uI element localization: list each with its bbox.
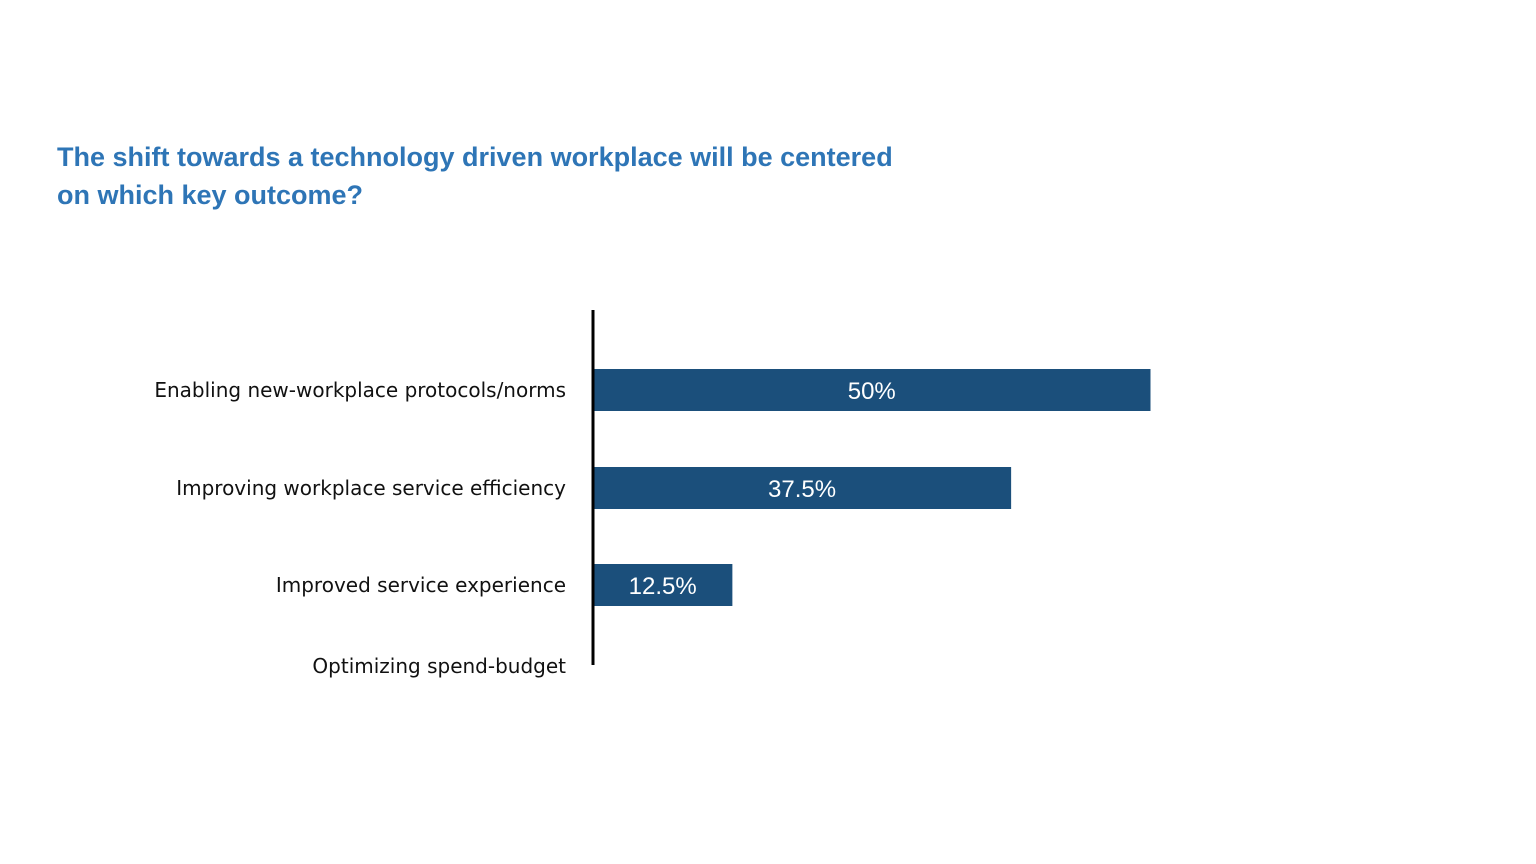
bar-value-label: 50%	[848, 378, 896, 405]
bar-value-label: 12.5%	[629, 573, 697, 600]
chart-title-line-2: on which key outcome?	[57, 180, 364, 210]
bars-layer: 50% 37.5% 12.5%	[593, 369, 1151, 606]
labels-layer: Enabling new-workplace protocols/norms Im…	[154, 378, 566, 678]
chart-title-line-1: The shift towards a technology driven wo…	[57, 142, 893, 172]
bar	[593, 369, 1151, 411]
category-label: Improving workplace service efficiency	[176, 476, 566, 500]
chart-title: The shift towards a technology driven wo…	[57, 138, 957, 214]
category-label: Optimizing spend-budget	[312, 654, 566, 678]
category-label: Improved service experience	[276, 573, 566, 597]
bar	[593, 564, 733, 606]
bar-value-label: 37.5%	[768, 476, 836, 503]
bar	[593, 467, 1012, 509]
category-label: Enabling new-workplace protocols/norms	[154, 378, 566, 402]
